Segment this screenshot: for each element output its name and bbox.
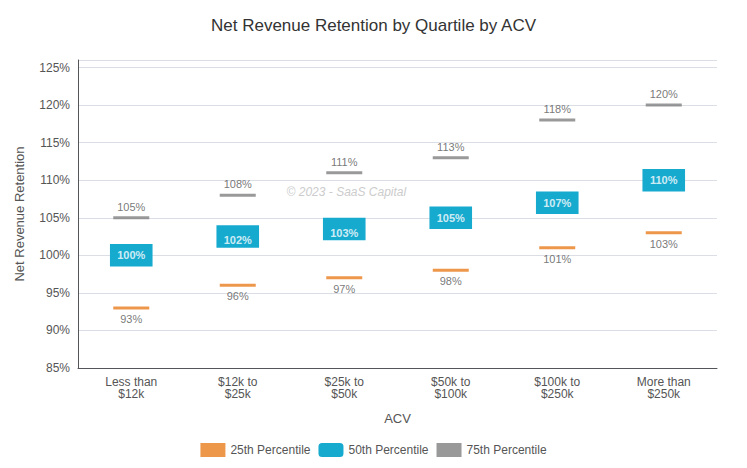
svg-text:105%: 105% — [117, 201, 145, 213]
svg-text:111%: 111% — [331, 156, 358, 168]
svg-text:103%: 103% — [330, 227, 358, 239]
svg-text:$250k: $250k — [647, 387, 681, 401]
svg-text:93%: 93% — [120, 313, 142, 325]
svg-text:120%: 120% — [650, 88, 678, 100]
svg-text:85%: 85% — [46, 361, 70, 375]
svg-text:© 2023 - SaaS Capital: © 2023 - SaaS Capital — [287, 185, 407, 199]
svg-text:$12k: $12k — [118, 387, 145, 401]
svg-text:$25k: $25k — [225, 387, 252, 401]
svg-text:108%: 108% — [224, 178, 252, 190]
svg-text:102%: 102% — [224, 234, 252, 246]
svg-text:118%: 118% — [544, 103, 572, 115]
svg-text:$25k to: $25k to — [324, 375, 364, 389]
svg-text:110%: 110% — [40, 173, 70, 187]
svg-text:50th Percentile: 50th Percentile — [348, 443, 428, 457]
svg-text:$50k: $50k — [331, 387, 358, 401]
svg-text:Less than: Less than — [105, 375, 158, 389]
svg-text:103%: 103% — [650, 238, 678, 250]
svg-text:96%: 96% — [227, 290, 249, 302]
svg-text:125%: 125% — [39, 61, 70, 75]
svg-text:$250k: $250k — [541, 387, 575, 401]
svg-text:ACV: ACV — [384, 411, 411, 426]
svg-text:90%: 90% — [46, 323, 70, 337]
svg-text:105%: 105% — [437, 212, 465, 224]
svg-text:25th Percentile: 25th Percentile — [230, 443, 310, 457]
svg-text:107%: 107% — [543, 197, 571, 209]
svg-text:$100k: $100k — [434, 387, 468, 401]
svg-text:100%: 100% — [117, 249, 145, 261]
svg-text:$100k to: $100k to — [534, 375, 581, 389]
svg-text:105%: 105% — [39, 211, 70, 225]
svg-text:75th Percentile: 75th Percentile — [467, 443, 547, 457]
svg-text:110%: 110% — [650, 174, 678, 186]
svg-text:$50k to: $50k to — [431, 375, 471, 389]
svg-text:100%: 100% — [39, 248, 70, 262]
svg-text:Net Revenue Retention by Quart: Net Revenue Retention by Quartile by ACV — [211, 16, 537, 35]
svg-text:101%: 101% — [543, 253, 571, 265]
svg-text:113%: 113% — [437, 141, 465, 153]
svg-text:120%: 120% — [39, 98, 70, 112]
svg-text:97%: 97% — [333, 283, 355, 295]
svg-text:$12k to: $12k to — [218, 375, 258, 389]
svg-text:115%: 115% — [40, 136, 70, 150]
svg-text:Net Revenue Retention: Net Revenue Retention — [12, 146, 27, 281]
svg-text:95%: 95% — [46, 286, 70, 300]
svg-text:More than: More than — [636, 375, 691, 389]
svg-text:98%: 98% — [440, 275, 462, 287]
